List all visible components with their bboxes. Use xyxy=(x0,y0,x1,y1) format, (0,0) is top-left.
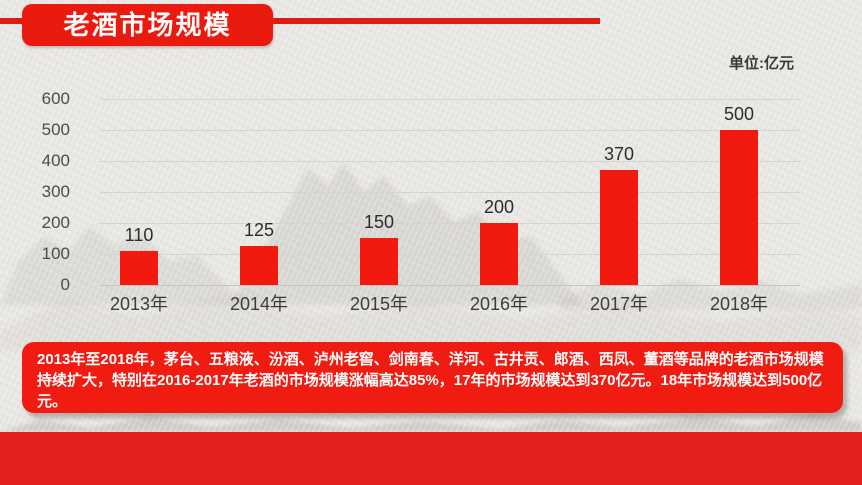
gridline xyxy=(100,99,800,100)
bar-value-label: 110 xyxy=(124,225,154,245)
x-axis-tick-label: 2013年 xyxy=(109,294,169,314)
gridline xyxy=(100,285,800,286)
bar-value-label: 150 xyxy=(363,212,395,232)
y-axis-tick-label: 400 xyxy=(41,151,70,170)
bar-2016年 xyxy=(480,223,518,285)
x-axis-tick-label: 2018年 xyxy=(709,294,769,314)
gridline xyxy=(100,161,800,162)
y-axis-tick-label: 100 xyxy=(41,244,70,263)
x-axis-tick-label: 2015年 xyxy=(349,294,409,314)
unit-label: 单位:亿元 xyxy=(729,55,794,72)
title-accent-line xyxy=(0,18,600,24)
y-axis-tick-label: 600 xyxy=(41,89,70,108)
summary-box: 2013年至2018年，茅台、五粮液、汾酒、泸州老窖、剑南春、洋河、古井贡、郎酒… xyxy=(22,342,843,413)
bottom-red-band xyxy=(0,432,862,485)
bar-2018年 xyxy=(720,130,758,285)
bar-value-label: 200 xyxy=(483,197,515,217)
y-axis-tick-label: 0 xyxy=(60,275,70,294)
bar-2014年 xyxy=(240,246,278,285)
bar-2015年 xyxy=(360,238,398,285)
gridline xyxy=(100,192,800,193)
gridline xyxy=(100,223,800,224)
x-axis-tick-label: 2014年 xyxy=(229,294,289,314)
y-axis-tick-label: 200 xyxy=(41,213,70,232)
y-axis-tick-label: 500 xyxy=(41,120,70,139)
gridline xyxy=(100,130,800,131)
bar-value-label: 500 xyxy=(723,104,755,124)
page-title: 老酒市场规模 xyxy=(22,4,273,46)
bar-value-label: 370 xyxy=(603,144,635,164)
y-axis-tick-label: 300 xyxy=(41,182,70,201)
bar-2013年 xyxy=(120,251,158,285)
bar-value-label: 125 xyxy=(243,220,275,240)
x-axis-tick-label: 2017年 xyxy=(589,294,649,314)
bar-2017年 xyxy=(600,170,638,285)
gridline xyxy=(100,254,800,255)
summary-text: 2013年至2018年，茅台、五粮液、汾酒、泸州老窖、剑南春、洋河、古井贡、郎酒… xyxy=(37,351,824,410)
x-axis-tick-label: 2016年 xyxy=(469,294,529,314)
